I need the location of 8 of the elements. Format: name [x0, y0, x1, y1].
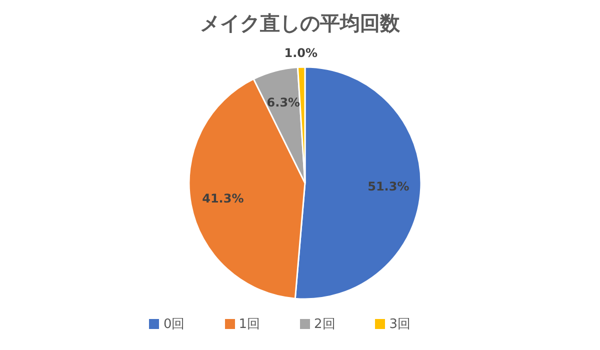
- chart-title: メイク直しの平均回数: [199, 10, 401, 37]
- data-label: 41.3%: [202, 192, 244, 206]
- legend-label: 0回: [163, 317, 185, 332]
- data-label: 51.3%: [368, 180, 410, 194]
- data-label: 1.0%: [284, 46, 318, 60]
- legend-label: 1回: [238, 317, 260, 332]
- legend-label: 2回: [314, 317, 336, 332]
- legend-label: 3回: [389, 317, 411, 332]
